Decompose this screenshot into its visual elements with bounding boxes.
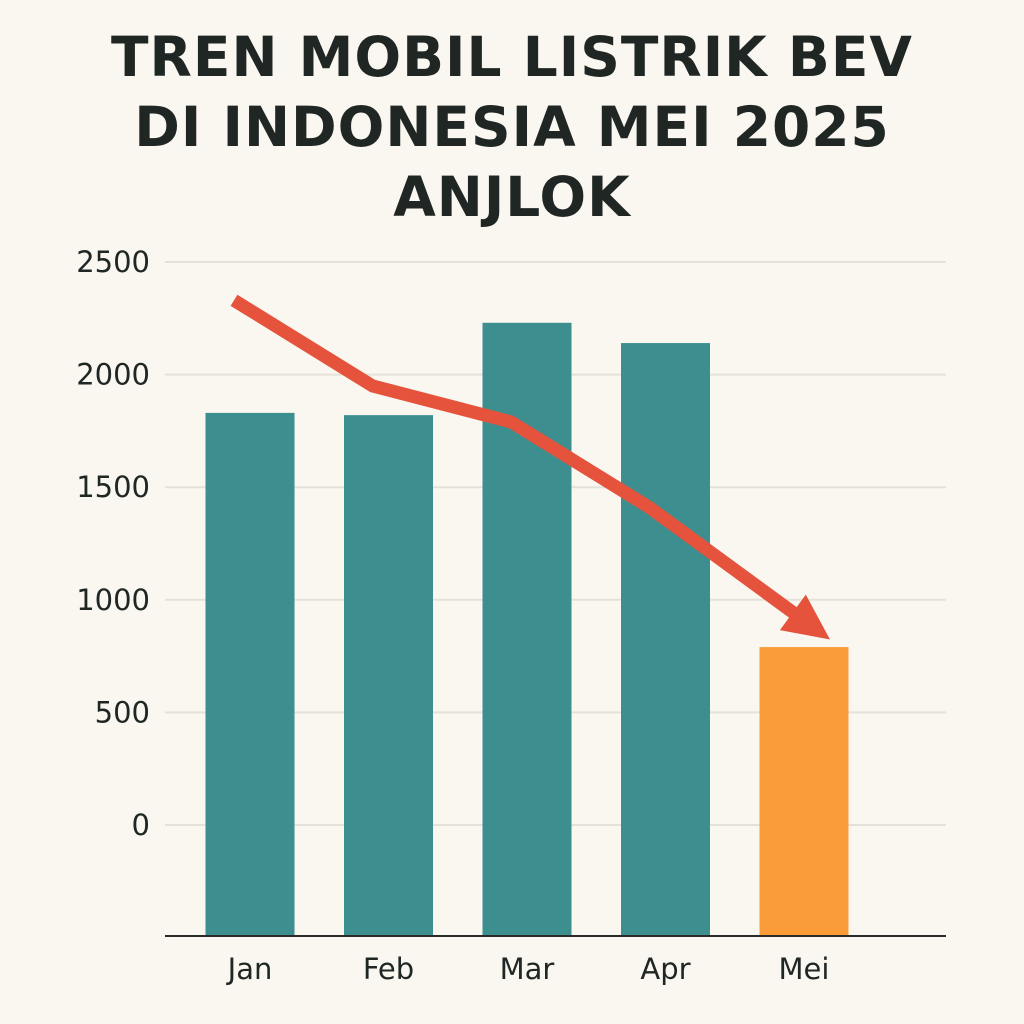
bars xyxy=(205,322,849,937)
chart-title: TREN MOBIL LISTRIK BEV DI INDONESIA MEI … xyxy=(0,22,1024,232)
bar-mei xyxy=(759,647,849,936)
x-tick-label: Mei xyxy=(779,952,830,986)
x-tick-label: Feb xyxy=(363,952,414,986)
y-tick-label: 1000 xyxy=(76,583,150,617)
y-axis-ticks: 0 500 1000 1500 2000 2500 xyxy=(76,245,150,842)
chart-title-line-1: TREN MOBIL LISTRIK BEV xyxy=(111,25,913,89)
trend-arrow xyxy=(230,294,830,640)
chart-title-line-2: DI INDONESIA MEI 2025 xyxy=(134,95,890,159)
chart-title-line-3: ANJLOK xyxy=(393,165,631,229)
bar-apr xyxy=(621,343,710,936)
x-tick-label: Jan xyxy=(226,952,273,986)
trend-arrowhead xyxy=(779,594,830,640)
trend-line xyxy=(230,294,800,620)
bar-feb xyxy=(344,415,433,936)
y-tick-label: 2000 xyxy=(76,358,150,392)
y-tick-label: 2500 xyxy=(76,245,150,279)
x-tick-label: Apr xyxy=(640,952,690,986)
y-tick-label: 0 xyxy=(132,808,150,842)
y-tick-label: 500 xyxy=(95,695,150,729)
bar-jan xyxy=(205,412,295,936)
y-tick-label: 1500 xyxy=(76,470,150,504)
x-tick-label: Mar xyxy=(500,952,555,986)
x-axis-ticks: Jan Feb Mar Apr Mei xyxy=(226,952,830,986)
